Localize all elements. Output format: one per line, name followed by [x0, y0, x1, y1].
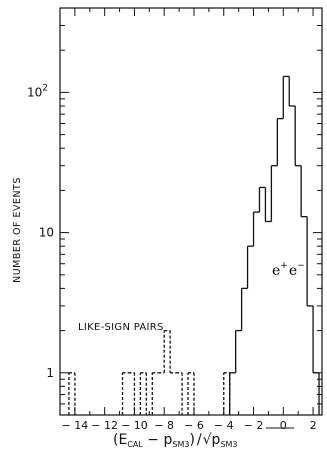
x-tick-label: 2 — [310, 419, 317, 432]
ee-histogram — [229, 75, 320, 415]
y-tick-label: 10 — [39, 226, 54, 240]
x-axis-label: (ECAL − pSM3)/√pSM3 — [113, 427, 294, 449]
x-tick-label: − 10 — [121, 419, 148, 432]
plot-frame — [59, 7, 323, 416]
like-sign-pairs-label: LIKE-SIGN PAIRS — [78, 322, 164, 333]
y-tick-label: 102 — [27, 83, 48, 99]
y-tick-label: 1 — [46, 366, 54, 380]
x-tick-label: − 4 — [214, 419, 234, 432]
y-axis-label: NUMBER OF EVENTS — [12, 177, 23, 283]
x-tick-label: − 8 — [154, 419, 174, 432]
x-tick-label: − 14 — [62, 419, 89, 432]
ee-series-label: e+e− — [272, 261, 305, 279]
y-axis-ticks: 1 10 102 — [27, 7, 322, 416]
x-tick-label: − 12 — [91, 419, 118, 432]
axes-frame — [59, 7, 323, 416]
x-tick-label: 0 — [280, 419, 287, 432]
like-sign-histogram — [68, 329, 231, 415]
x-tick-label: − 2 — [244, 419, 264, 432]
x-tick-label: − 6 — [184, 419, 204, 432]
svg-text:(ECAL − pSM3)/√pSM3: (ECAL − pSM3)/√pSM3 — [113, 432, 238, 449]
series-layer — [68, 75, 320, 415]
x-axis-ticks: − 14− 12− 10 − 8 − 6 − 4 − 2 0 2 — [59, 8, 317, 432]
